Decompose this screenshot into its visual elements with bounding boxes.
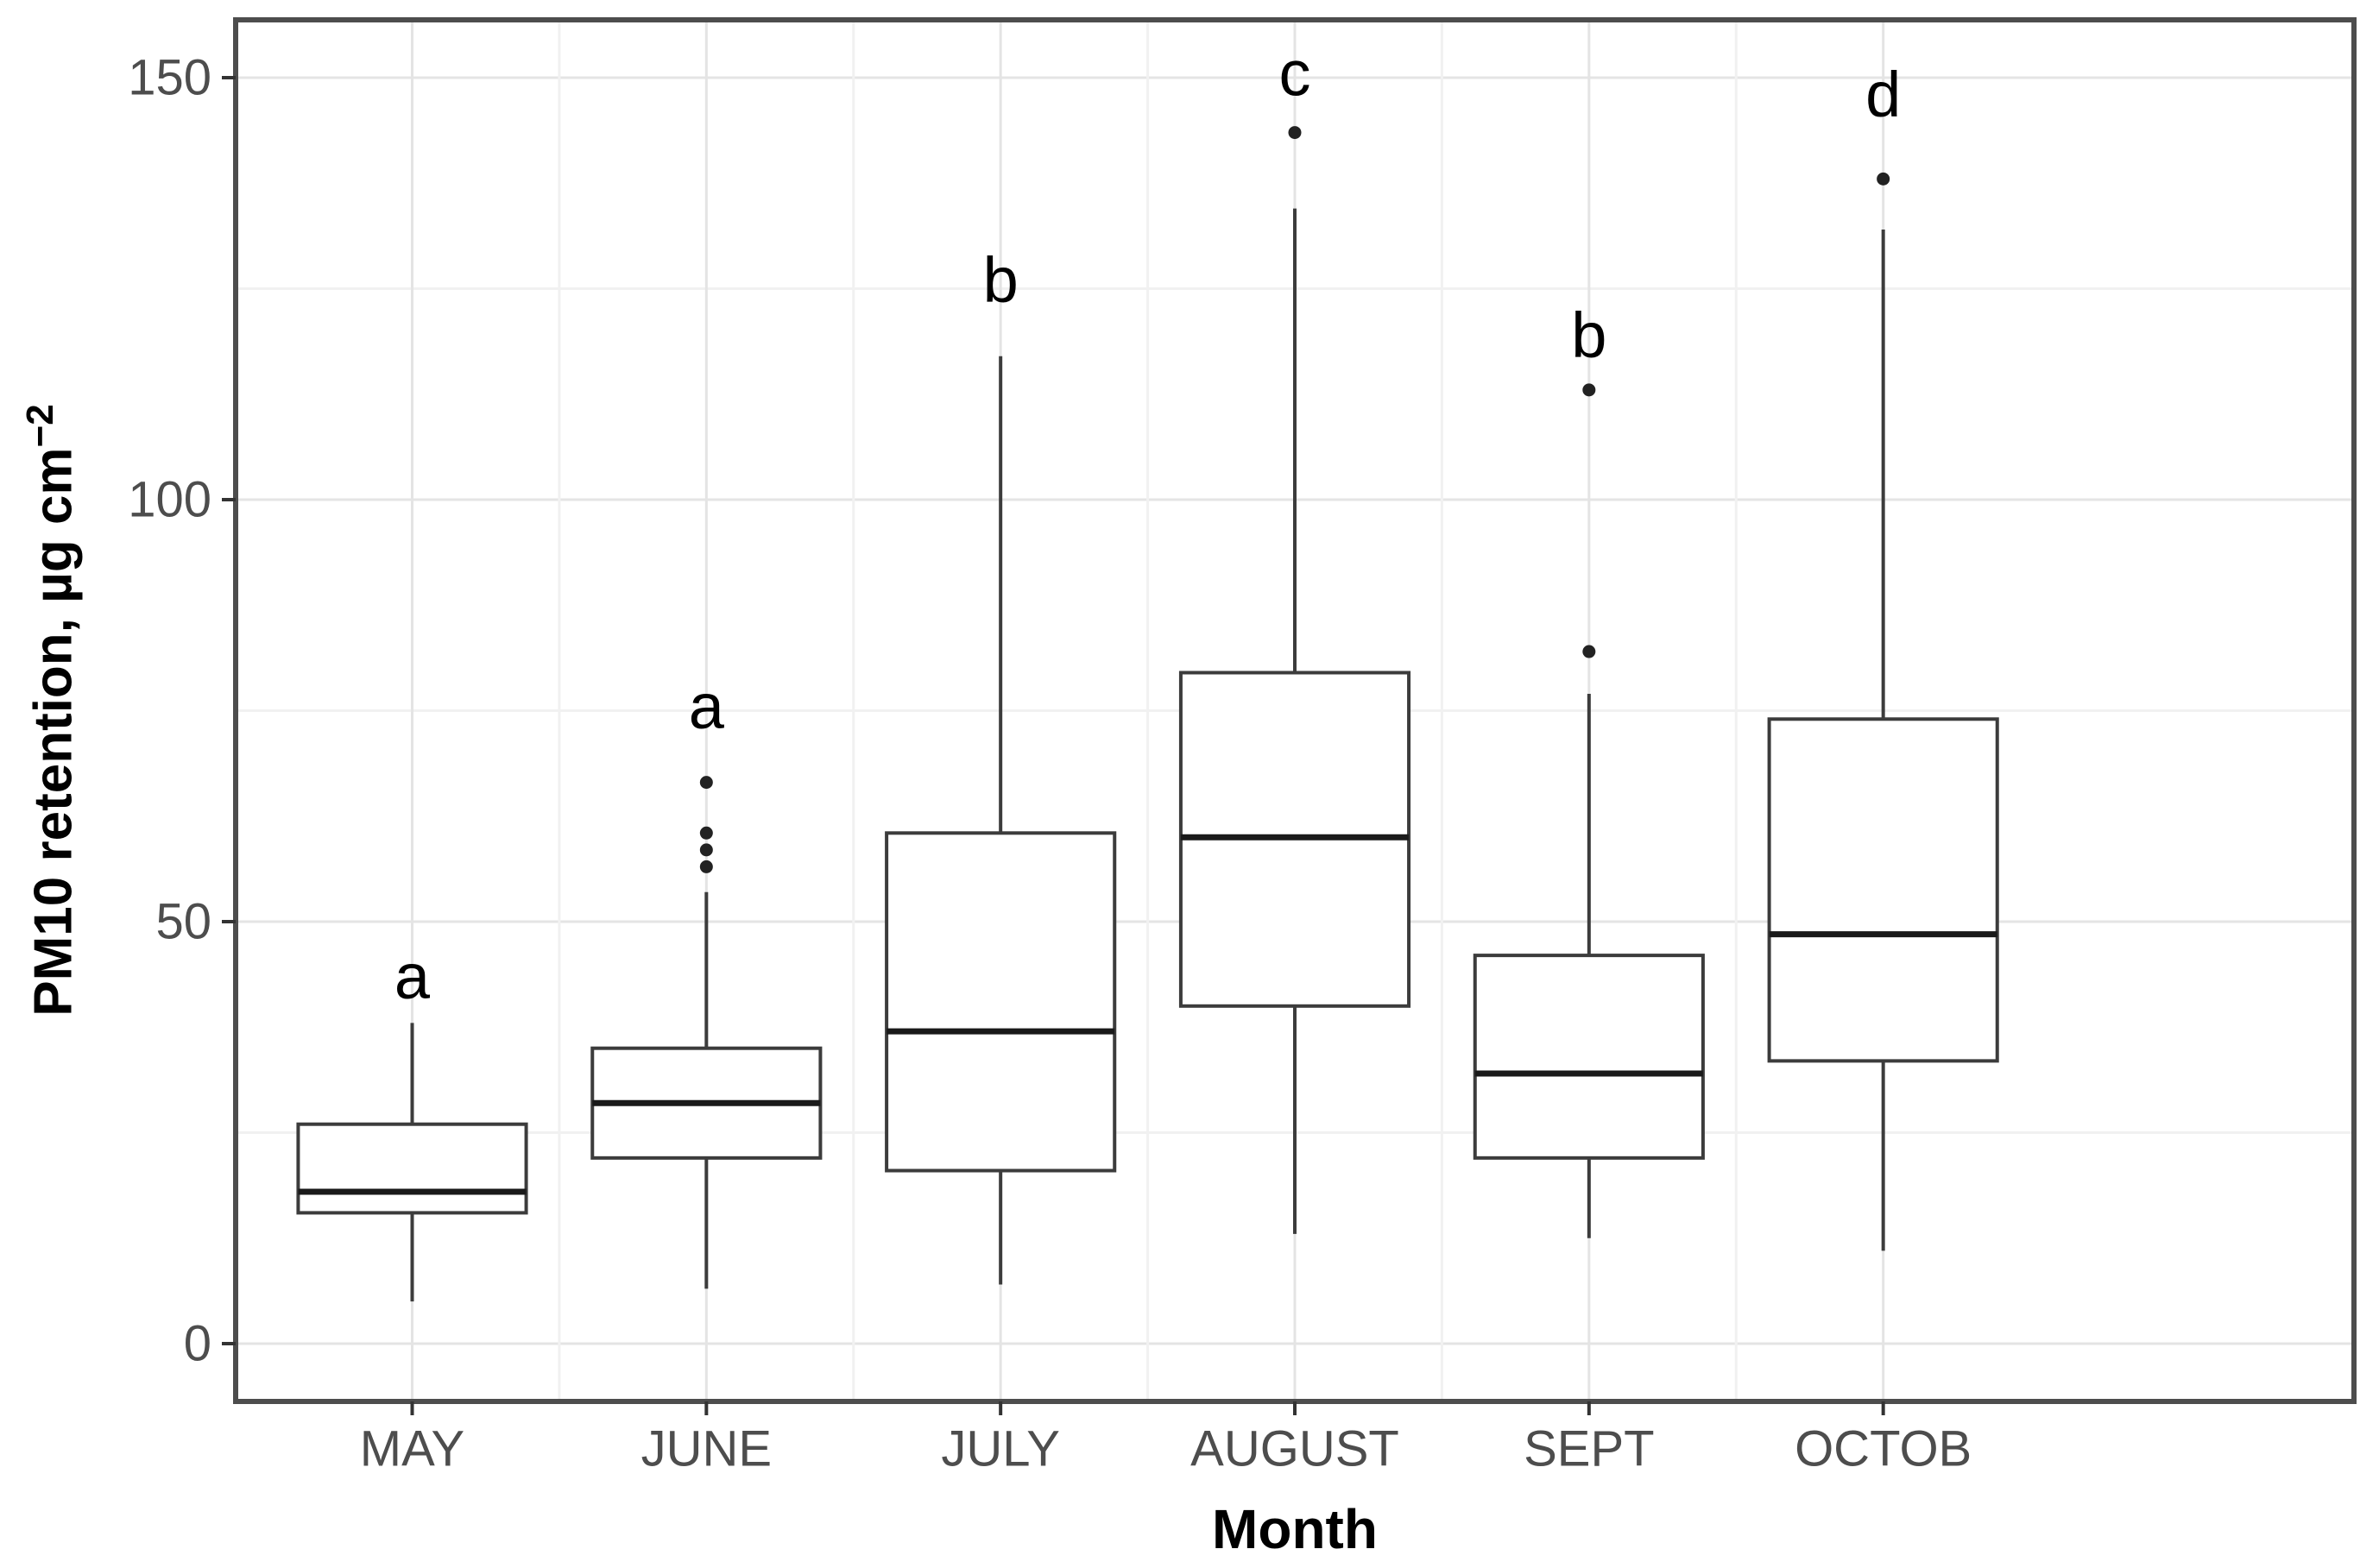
outlier-dot-sept [1582,645,1596,658]
outlier-dot-june [699,826,713,840]
y-axis-title: PM10 retention, µg cm−2 [19,404,85,1017]
x-tick-label-sept: SEPT [1524,1421,1655,1477]
significance-letter-sept: b [1571,299,1606,371]
outlier-dot-sept [1582,383,1596,397]
box-octob [1767,717,1999,1063]
outlier-dot-octob [1877,172,1890,186]
x-tick-label-octob: OCTOB [1795,1421,1972,1477]
significance-letter-octob: d [1865,59,1901,130]
x-tick-label-june: JUNE [641,1421,772,1477]
outlier-dot-june [699,860,713,873]
box-sept [1473,954,1705,1160]
significance-letter-june: a [689,671,725,742]
y-tick-label: 0 [184,1316,211,1372]
significance-letter-july: b [983,244,1019,316]
y-tick-label: 100 [128,472,211,528]
box-may [296,1122,528,1215]
x-tick-label-july: JULY [941,1421,1060,1477]
x-tick-label-may: MAY [360,1421,464,1477]
y-tick-label: 50 [155,894,211,950]
y-axis-title-text: PM10 retention, µg cm [23,447,84,1017]
significance-letter-may: a [394,941,431,1012]
x-tick-label-august: AUGUST [1190,1421,1399,1477]
y-tick-label: 150 [128,50,211,106]
outlier-dot-june [699,776,713,790]
y-axis-title-superscript: −2 [18,404,61,448]
x-axis-title: Month [1212,1498,1378,1560]
outlier-dot-august [1288,126,1302,140]
box-july [885,831,1117,1173]
outlier-dot-june [699,843,713,857]
significance-letter-august: c [1279,38,1311,110]
